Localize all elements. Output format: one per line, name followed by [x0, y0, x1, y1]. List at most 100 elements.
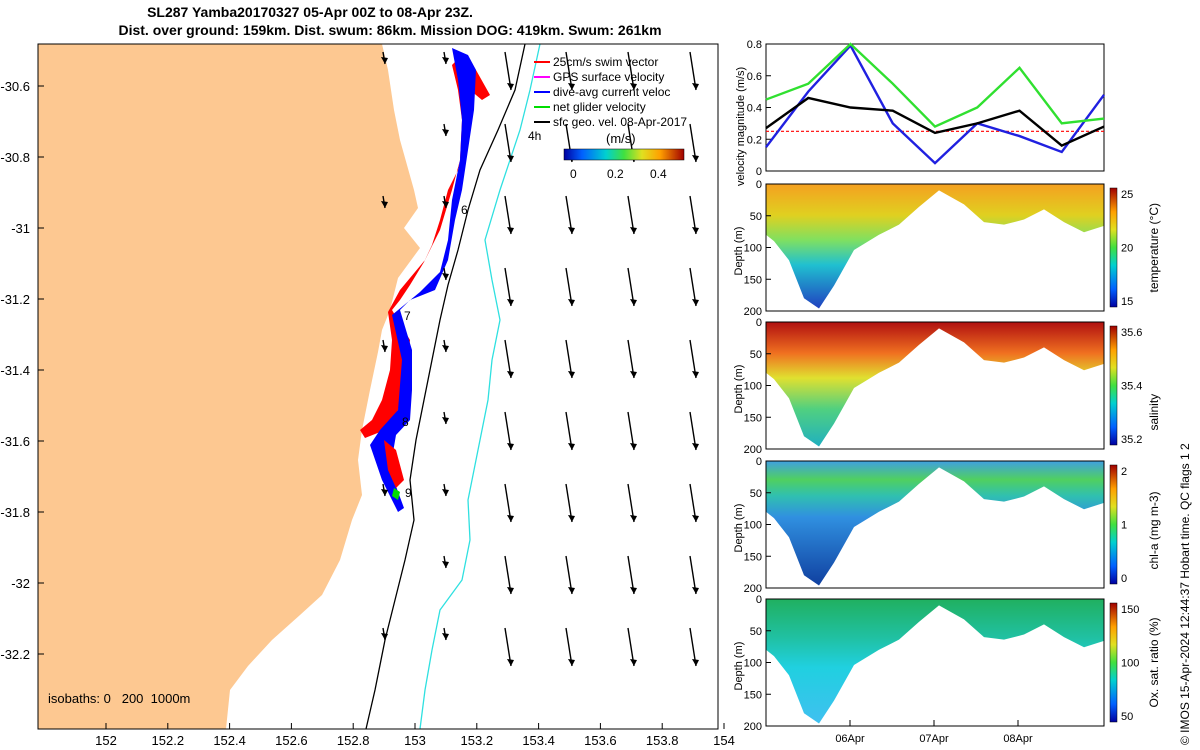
- chart-title-line1: SL287 Yamba20170327 05-Apr 00Z to 08-Apr…: [147, 4, 473, 20]
- depth-tick-label: 50: [750, 626, 762, 638]
- chart-title-line2: Dist. over ground: 159km. Dist. swum: 86…: [118, 22, 662, 38]
- velocity-ytick: 0.4: [747, 103, 762, 115]
- geo-vector-head: [630, 659, 637, 666]
- oxygen-section-fill: [766, 599, 1104, 724]
- geo-vector-head: [568, 659, 575, 666]
- lon-tick-label: 152: [95, 733, 117, 748]
- depth-tick-label: 200: [744, 583, 762, 595]
- colorbar-tick-label: 150: [1121, 604, 1139, 616]
- depth-tick-label: 0: [756, 179, 762, 191]
- colorbar-tick-label: 0: [1121, 573, 1127, 585]
- geo-vector-head: [630, 227, 637, 234]
- colorbar: [1109, 464, 1118, 585]
- geo-vector-head: [442, 561, 449, 568]
- colorbar-tick-label: 20: [1121, 243, 1133, 255]
- colorbar-label: Ox. sat. ratio (%): [1147, 617, 1161, 707]
- geo-vector-head: [507, 83, 514, 90]
- geo-vector-head: [507, 227, 514, 234]
- lon-tick-label: 153.8: [646, 733, 679, 748]
- land-mass: [38, 44, 420, 729]
- geo-vector-head: [692, 83, 699, 90]
- colorbar-tick-label: 35.4: [1121, 381, 1142, 393]
- geo-vector-head: [507, 299, 514, 306]
- lat-tick-label: -31.8: [0, 505, 30, 520]
- velocity-panel: 0 0.2 0.4 0.6 0.8 velocity magnitude (m/s): [735, 39, 1105, 186]
- speed-colorbar: [563, 148, 685, 161]
- legend-label: sfc geo. vel. 08-Apr-2017: [553, 115, 687, 129]
- time-axis: 06Apr 07Apr 08Apr: [835, 720, 1033, 745]
- lat-tick-label: -32: [11, 576, 30, 591]
- day-label-9: 9: [405, 486, 412, 500]
- depth-tick-label: 200: [744, 306, 762, 318]
- map-panel: 6 7 8 9 152 152.2 152.4 152.6 152.8 153 153.2 1…: [0, 43, 735, 748]
- temperature-section-fill: [766, 184, 1104, 309]
- geo-vector-head: [442, 201, 449, 208]
- geo-vector-head: [442, 417, 449, 424]
- colorbar-title: (m/s): [606, 131, 636, 146]
- colorbar-tick-label: 100: [1121, 658, 1139, 670]
- velocity-series-line: [765, 43, 1105, 165]
- geo-vector-head: [568, 227, 575, 234]
- depth-tick-label: 50: [750, 349, 762, 361]
- depth-tick-label: 150: [744, 274, 762, 286]
- lon-tick-label: 152.6: [275, 733, 308, 748]
- chla-section-fill: [766, 461, 1104, 586]
- salinity-panel: 0 50 100 150 200 Depth (m) 35.2 35.4 35.6 salinit…: [733, 317, 1161, 456]
- geo-vector-head: [692, 371, 699, 378]
- geo-vector-head: [442, 57, 449, 64]
- depth-tick-label: 100: [744, 520, 762, 532]
- time-tick-label: 08Apr: [1003, 733, 1033, 745]
- colorbar-tick-1: 0.2: [607, 167, 624, 181]
- colorbar-tick-2: 0.4: [650, 167, 667, 181]
- track-current-blue: [370, 48, 476, 512]
- geo-vector-head: [630, 443, 637, 450]
- depth-tick-label: 50: [750, 211, 762, 223]
- salinity-section-fill: [766, 322, 1104, 447]
- depth-axis-label: Depth (m): [733, 504, 745, 553]
- depth-tick-label: 150: [744, 551, 762, 563]
- geo-vector-head: [442, 345, 449, 352]
- colorbar-tick-label: 25: [1121, 189, 1133, 201]
- lat-tick-label: -32.2: [0, 647, 30, 662]
- colorbar-label: temperature (°C): [1147, 203, 1161, 293]
- lat-tick-label: -31.6: [0, 434, 30, 449]
- geo-vector-head: [381, 345, 388, 352]
- geo-vector-head: [568, 299, 575, 306]
- legend-label: dive-avg current veloc: [553, 85, 670, 99]
- geo-vector-head: [630, 83, 637, 90]
- depth-axis-label: Depth (m): [733, 365, 745, 414]
- lat-tick-label: -30.6: [0, 79, 30, 94]
- geo-vector-head: [692, 443, 699, 450]
- colorbar-tick-label: 2: [1121, 466, 1127, 478]
- velocity-series-line: [765, 42, 1105, 128]
- geo-vector-head: [442, 633, 449, 640]
- lon-tick-label: 153.6: [584, 733, 617, 748]
- chla-panel: 0 50 100 150 200 Depth (m) 0 1 2 chl-a (mg m-3): [733, 456, 1161, 595]
- day-label-7: 7: [404, 309, 411, 323]
- geostrophic-vector-field: [381, 51, 699, 667]
- geo-vector-head: [507, 155, 514, 162]
- day-label-8: 8: [402, 415, 409, 429]
- depth-tick-label: 150: [744, 689, 762, 701]
- time-scale-label: 4h: [528, 129, 541, 143]
- time-tick-label: 06Apr: [835, 733, 865, 745]
- geo-vector-head: [381, 489, 388, 496]
- day-label-6: 6: [461, 203, 468, 217]
- geo-vector-head: [630, 299, 637, 306]
- lat-tick-label: -31: [11, 221, 30, 236]
- isobath-1000: [419, 43, 541, 730]
- geo-vector-head: [381, 633, 388, 640]
- track-red-lower: [384, 440, 404, 488]
- oxygen-panel: 0 50 100 150 200 Depth (m) 50 100 150 Ox. sat. ra…: [733, 594, 1161, 733]
- lon-tick-label: 152.2: [152, 733, 185, 748]
- geo-vector-head: [692, 659, 699, 666]
- time-tick-label: 07Apr: [919, 733, 949, 745]
- geo-vector-head: [507, 659, 514, 666]
- geo-vector-head: [630, 515, 637, 522]
- depth-axis-label: Depth (m): [733, 642, 745, 691]
- credit-text: © IMOS 15-Apr-2024 12:44:37 Hobart time.…: [1178, 443, 1192, 745]
- geo-vector-head: [568, 587, 575, 594]
- geo-vector-head: [692, 515, 699, 522]
